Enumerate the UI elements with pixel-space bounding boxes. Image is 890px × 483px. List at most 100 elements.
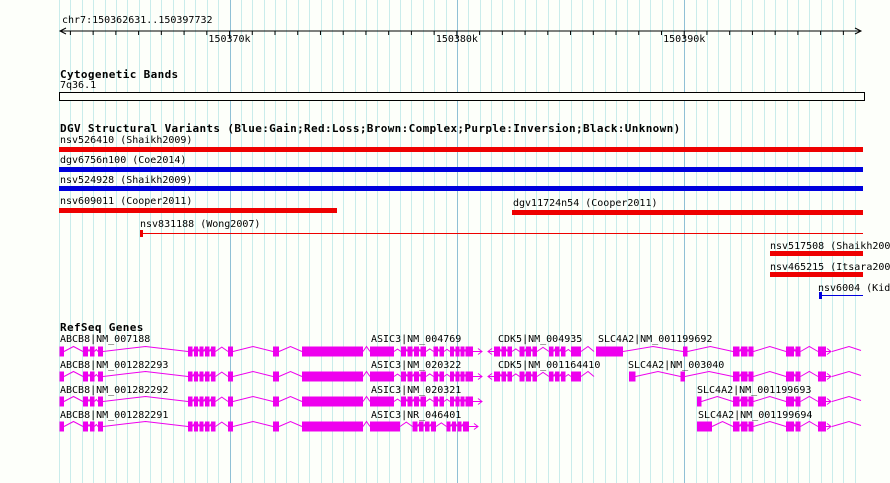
gene-exon [519,346,525,357]
intron-line [87,373,91,377]
gene-model[interactable] [487,345,595,357]
gene-exon [571,346,581,357]
dgv-variant-bar[interactable] [770,251,863,256]
intron-line [418,348,421,352]
intron-line [437,398,440,402]
intron-line [800,420,819,427]
gene-model[interactable] [59,420,371,432]
gene-label[interactable]: ABCB8|NM_001282292 [60,385,169,396]
gene-label[interactable]: ABCB8|NM_007188 [60,334,151,345]
gridline-minor [172,0,174,483]
gene-model[interactable] [370,396,483,407]
gene-label[interactable]: ASIC3|NM_020322 [371,360,462,371]
intron-line [747,374,749,377]
dgv-variant-label[interactable]: dgv11724n54 (Cooper2011) [513,198,658,209]
gene-label[interactable]: SLC4A2|NM_001199692 [598,334,713,345]
gridline-minor [661,0,663,483]
dgv-variant-label[interactable]: nsv609011 (Cooper2011) [60,196,193,207]
gene-model[interactable] [370,346,483,357]
gene-model[interactable] [59,345,371,357]
ruler-tick-label: 150370k [208,34,251,45]
dgv-variant-bar[interactable] [59,208,337,213]
intron-line [747,399,749,402]
intron-line [418,373,421,377]
gene-model[interactable] [370,371,483,382]
cytoband-track-title: Cytogenetic Bands [60,68,179,81]
intron-line [425,398,434,402]
dgv-variant-bar[interactable] [512,210,863,215]
gene-exon [420,371,426,382]
gene-label[interactable]: SLC4A2|NM_001199694 [698,410,813,421]
gene-model[interactable] [697,395,862,407]
gridline-minor [638,0,640,483]
gene-label[interactable]: ABCB8|NM_001282293 [60,360,169,371]
gene-label[interactable]: ABCB8|NM_001282291 [60,410,169,421]
intron-line [505,348,508,352]
dgv-variant-label[interactable]: nsv526410 (Shaikh2009) [60,135,193,146]
intron-line [687,345,734,352]
dgv-variant-line[interactable] [819,295,863,296]
gene-tail-line [362,420,371,427]
gene-exon [194,421,198,432]
gene-exon [188,396,193,407]
gene-label[interactable]: ASIC3|NM_004769 [371,334,462,345]
intron-line [800,370,819,377]
coordinate-ruler[interactable] [0,0,890,50]
gene-model[interactable] [59,395,371,407]
gene-exon [370,421,400,432]
gene-model[interactable] [596,345,862,357]
gene-label[interactable]: CDK5|NM_001164410 [498,360,601,371]
gene-label[interactable]: ASIC3|NM_020321 [371,385,462,396]
cytoband[interactable] [59,92,865,101]
gene-exon [420,346,426,357]
gene-label[interactable]: ASIC3|NR_046401 [371,410,462,421]
gene-exon [188,371,193,382]
gridline-minor [104,0,106,483]
intron-line [94,348,99,352]
dgv-variant-bar[interactable] [59,147,863,152]
dgv-variant-label[interactable]: nsv831188 (Wong2007) [140,219,261,230]
ruler-group[interactable] [58,27,863,38]
intron-line [499,373,502,377]
intron-line [464,399,466,402]
dgv-variant-label[interactable]: nsv465215 (Itsara200 [770,262,890,273]
gridline-minor [741,0,743,483]
intron-line [425,348,434,352]
gridline-minor [263,0,265,483]
gene-model[interactable] [59,370,371,382]
dgv-variant-label[interactable]: nsv517508 (Shaikh200 [770,241,890,252]
gene-exon [555,346,560,357]
intron-line [684,370,734,377]
dgv-variant-line[interactable] [140,233,863,234]
gene-exon [431,421,436,432]
gene-model[interactable] [487,370,595,382]
gene-exon [697,421,712,432]
dgv-variant-label[interactable]: nsv6004 (Kid [818,283,890,294]
intron-line [453,398,456,402]
gene-exon [211,371,216,382]
dgv-variant-label[interactable]: nsv524928 (Shaikh2009) [60,175,193,186]
intron-line [192,348,195,352]
gene-exon [571,371,581,382]
dgv-variant-bar[interactable] [770,272,863,277]
gridline-minor [309,0,311,483]
intron-line [87,398,91,402]
gene-model[interactable] [370,421,479,432]
gene-model[interactable] [629,370,862,382]
gene-exon [555,371,560,382]
intron-line [393,348,402,352]
gene-exon [188,421,193,432]
gene-label[interactable]: CDK5|NM_004935 [498,334,583,345]
gene-exon [455,371,460,382]
dgv-variant-bar[interactable] [59,167,863,172]
gene-exon [697,396,702,407]
gene-exon [433,396,438,407]
gene-model[interactable] [697,420,862,432]
gene-label[interactable]: SLC4A2|NM_003040 [628,360,725,371]
dgv-variant-label[interactable]: dgv6756n100 (Coe2014) [60,155,187,166]
intron-line [711,420,734,427]
gene-exon [465,371,473,382]
dgv-variant-bar[interactable] [59,186,863,191]
gene-label[interactable]: SLC4A2|NM_001199693 [697,385,812,396]
